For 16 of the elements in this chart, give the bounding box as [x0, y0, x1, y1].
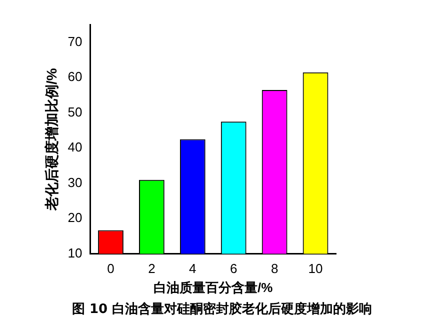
- x-tick-label: 6: [230, 261, 238, 276]
- y-tick-label: 10: [68, 245, 82, 260]
- x-tick-label: 2: [148, 261, 156, 276]
- y-tick-label: 20: [68, 210, 82, 226]
- y-tick-label: 70: [68, 34, 82, 49]
- y-tick-label: 40: [68, 140, 82, 155]
- x-tick-label: 4: [189, 261, 196, 276]
- text: 图 10 白油含量对硅酮密封胶老化后硬度增加的影响: [70, 300, 374, 318]
- y-tick-label: 60: [68, 69, 82, 84]
- x-tick-label: 0: [107, 261, 114, 276]
- y-axis-title: 老化后硬度增加比例/%: [43, 68, 60, 212]
- y-tick-label: 50: [68, 104, 82, 120]
- x-tick-label: 8: [270, 261, 278, 276]
- y-tick-label: 30: [68, 174, 82, 190]
- x-tick-label: 10: [308, 261, 323, 276]
- x-axis-title: 白油质量百分含量/%: [154, 280, 274, 295]
